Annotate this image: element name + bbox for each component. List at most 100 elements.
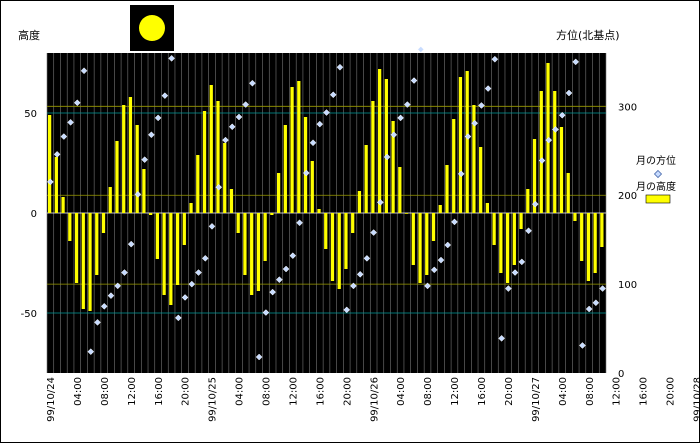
- azimuth-point: [599, 285, 606, 292]
- altitude-bar: [324, 213, 328, 249]
- azimuth-point: [323, 109, 330, 116]
- azimuth-point: [289, 252, 297, 260]
- altitude-bar: [276, 173, 281, 213]
- altitude-bar: [297, 81, 301, 213]
- altitude-bar: [303, 117, 308, 213]
- altitude-bar: [236, 213, 240, 233]
- x-tick-label: 04:00: [396, 377, 407, 406]
- altitude-bar: [196, 155, 200, 213]
- azimuth-point: [262, 309, 270, 316]
- altitude-bar: [559, 127, 564, 213]
- altitude-bar: [485, 203, 490, 213]
- altitude-bar: [202, 111, 207, 213]
- azimuth-point: [538, 157, 546, 164]
- azimuth-point: [168, 54, 175, 62]
- azimuth-point: [174, 314, 182, 322]
- x-tick-label: 04:00: [73, 377, 84, 406]
- azimuth-point: [410, 77, 418, 84]
- altitude-bar: [189, 203, 193, 213]
- altitude-bar: [142, 169, 146, 213]
- azimuth-point: [141, 156, 149, 164]
- azimuth-point: [222, 136, 229, 144]
- altitude-bar: [223, 143, 227, 213]
- azimuth-point: [383, 153, 391, 161]
- azimuth-point: [585, 305, 593, 313]
- left-tick-label: 50: [24, 109, 37, 120]
- azimuth-point: [67, 118, 74, 126]
- altitude-bar: [391, 121, 395, 213]
- azimuth-point: [504, 285, 512, 292]
- altitude-bar: [593, 213, 597, 273]
- x-tick-label: 12:00: [612, 377, 623, 406]
- azimuth-point: [302, 169, 310, 177]
- altitude-bar: [573, 213, 577, 221]
- azimuth-point: [181, 294, 189, 301]
- altitude-bar: [344, 213, 348, 269]
- x-tick-label: 04:00: [558, 377, 569, 406]
- altitude-bar: [492, 213, 496, 245]
- x-tick-label: 99/10/26: [369, 377, 380, 422]
- altitude-bar: [398, 167, 402, 213]
- altitude-bar: [418, 213, 422, 283]
- altitude-bar: [182, 213, 186, 245]
- right-tick-label: 0: [618, 369, 624, 380]
- azimuth-point: [249, 79, 256, 87]
- altitude-bar: [458, 77, 463, 213]
- azimuth-point: [282, 265, 290, 273]
- altitude-bar: [229, 189, 234, 213]
- azimuth-point: [397, 114, 404, 122]
- x-tick-label: 16:00: [315, 377, 326, 406]
- altitude-bar: [263, 213, 267, 261]
- altitude-bar: [438, 205, 442, 213]
- altitude-bar: [479, 147, 483, 213]
- azimuth-point: [558, 111, 566, 119]
- azimuth-point: [161, 92, 169, 100]
- altitude-bar: [580, 213, 584, 261]
- azimuth-points: [47, 46, 606, 361]
- altitude-bar: [404, 213, 409, 214]
- azimuth-point: [464, 133, 472, 140]
- azimuth-point: [242, 101, 250, 108]
- altitude-bar: [519, 213, 523, 229]
- right-tick-label: 300: [618, 102, 637, 113]
- altitude-bar: [250, 213, 254, 295]
- altitude-bar: [290, 87, 294, 213]
- altitude-bar: [445, 165, 449, 213]
- altitude-bar: [337, 213, 341, 289]
- azimuth-point: [491, 55, 499, 63]
- x-tick-label: 16:00: [477, 377, 488, 406]
- legend-altitude-swatch: [645, 194, 671, 204]
- left-tick-label: -50: [21, 309, 37, 320]
- right-axis-title: 方位(北基点): [556, 29, 620, 42]
- x-tick-label: 16:00: [154, 377, 165, 406]
- altitude-bar: [499, 213, 503, 273]
- altitude-bar: [532, 139, 537, 213]
- altitude-bar: [566, 173, 570, 213]
- azimuth-point: [390, 131, 398, 139]
- azimuth-point: [511, 269, 519, 276]
- azimuth-point: [255, 353, 263, 361]
- left-tick-label: 0: [31, 209, 37, 220]
- altitude-bar: [74, 213, 79, 283]
- azimuth-point: [471, 119, 479, 127]
- azimuth-point: [329, 91, 337, 99]
- azimuth-point: [296, 219, 303, 227]
- altitude-bar: [216, 101, 220, 213]
- x-tick-label: 20:00: [181, 377, 192, 406]
- altitude-bar: [122, 105, 126, 213]
- altitude-bar: [108, 187, 112, 213]
- azimuth-point: [100, 302, 108, 310]
- altitude-bar: [115, 141, 119, 213]
- azimuth-point: [350, 282, 357, 290]
- altitude-bar: [48, 115, 52, 213]
- azimuth-point: [531, 200, 539, 208]
- x-tick-label: 08:00: [423, 377, 434, 406]
- altitude-bar: [378, 69, 382, 213]
- azimuth-point: [154, 114, 162, 122]
- x-tick-label: 16:00: [639, 377, 650, 406]
- altitude-bar: [539, 91, 543, 213]
- altitude-bar: [256, 213, 261, 291]
- azimuth-point: [343, 306, 351, 314]
- azimuth-point: [356, 270, 364, 278]
